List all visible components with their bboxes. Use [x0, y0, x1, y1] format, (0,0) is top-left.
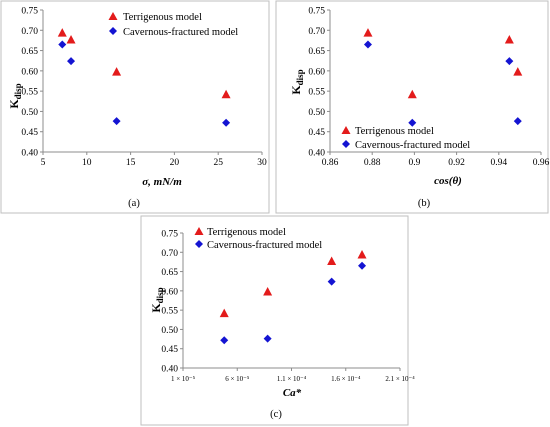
panel-a-legend: Terrigenous model Cavernous-fractured mo…: [108, 12, 238, 38]
panel-a-xlabel: σ, mN/m: [142, 176, 182, 188]
panel-a-x-tick-label: 20: [170, 158, 180, 168]
panel-c-x-tick-label: 1 × 10⁻⁵: [171, 375, 196, 383]
panel-a-point-terrigenous: [221, 89, 231, 99]
panel-a-legend-marker-cavernous: [109, 27, 117, 35]
panel-b-x-tick-label: 0.92: [448, 158, 465, 168]
panel-a-legend-label-cavernous: Cavernous-fractured model: [123, 27, 238, 38]
panel-c-point-cavernous: [263, 334, 272, 343]
panel-c-point-terrigenous: [357, 249, 367, 259]
panel-c-frame: [140, 215, 409, 426]
panel-a-point-cavernous: [222, 118, 231, 127]
panel-b-x-tick-label: 0.9: [408, 158, 420, 168]
panel-a-y-tick-label: 0.60: [21, 67, 38, 77]
panel-c-y-tick-label: 0.40: [161, 365, 178, 375]
panel-a-point-cavernous: [58, 40, 67, 49]
panel-a-legend-label-terrigenous: Terrigenous model: [123, 12, 202, 23]
panel-b-ylabel: Kdisp: [289, 69, 305, 94]
panel-a-x-tick-label: 10: [82, 158, 92, 168]
panel-b-legend-marker-cavernous: [342, 140, 350, 148]
panel-b-x-tick-label: 0.88: [364, 158, 381, 168]
panel-c-y-tick-label: 0.55: [161, 307, 178, 317]
panel-a-y-tick-label: 0.50: [21, 108, 38, 118]
chart-panel-a: 0.40 0.45 0.50 0.55 0.60 0.65 0.70 0.75 5 10 15 20 2…: [0, 0, 270, 214]
panel-b-point-cavernous: [363, 40, 372, 49]
panel-c-legend-label-cavernous: Cavernous-fractured model: [207, 240, 322, 251]
panel-c-y-tick-label: 0.60: [161, 287, 178, 297]
panel-b-y-tick-label: 0.60: [308, 67, 325, 77]
panel-b-point-cavernous: [513, 117, 522, 126]
panel-b-point-cavernous: [408, 118, 417, 127]
panel-b-frame: [275, 0, 549, 214]
panel-b-legend-label-terrigenous: Terrigenous model: [355, 126, 434, 137]
panel-b-y-tick-label: 0.55: [308, 88, 325, 98]
panel-a-y-tick-label: 0.65: [21, 47, 38, 57]
panel-c-x-tick-label: 2.1 × 10⁻⁴: [385, 375, 415, 383]
panel-b-x-tick-label: 0.94: [490, 158, 507, 168]
panel-a-point-terrigenous: [57, 28, 67, 37]
panel-b-legend-label-cavernous: Cavernous-fractured model: [355, 140, 470, 151]
panel-b-point-cavernous: [505, 57, 514, 66]
panel-b-label: (b): [418, 198, 431, 209]
panel-c-x-tick-label: 6 × 10⁻⁵: [225, 375, 250, 383]
panel-a-frame: [0, 0, 270, 214]
chart-panel-b: 0.40 0.45 0.50 0.55 0.60 0.65 0.70 0.75 0.86 0.88…: [275, 0, 550, 214]
panel-c-xlabel: Ca*: [283, 387, 302, 399]
panel-a-plot-area: 0.40 0.45 0.50 0.55 0.60 0.65 0.70 0.75 5 10 15 20 2…: [21, 7, 267, 169]
panel-b-point-terrigenous: [504, 35, 514, 44]
panel-c-y-tick-label: 0.50: [161, 326, 178, 336]
panel-a-ylabel: Kdisp: [7, 83, 23, 108]
panel-b-y-tick-label: 0.50: [308, 108, 325, 118]
panel-a-point-cavernous: [112, 117, 121, 126]
panel-c-point-terrigenous: [327, 256, 337, 266]
panel-b-x-tick-label: 0.86: [322, 158, 339, 168]
chart-panel-c: 0.40 0.45 0.50 0.55 0.60 0.65 0.70 0.75 1 × 10⁻⁵…: [140, 215, 415, 426]
panel-b-legend: Terrigenous model Cavernous-fractured mo…: [341, 126, 470, 151]
panel-c-legend-label-terrigenous: Terrigenous model: [207, 227, 286, 238]
panel-c-legend-marker-cavernous: [195, 240, 203, 248]
panel-c-legend: Terrigenous model Cavernous-fractured mo…: [194, 227, 322, 251]
panel-a-y-tick-label: 0.75: [21, 7, 38, 17]
panel-c-point-terrigenous: [263, 287, 273, 296]
panel-c-point-terrigenous: [219, 308, 229, 318]
panel-b-point-terrigenous: [513, 67, 523, 76]
panel-a-point-terrigenous: [66, 35, 76, 44]
panel-a-y-tick-label: 0.55: [21, 88, 38, 98]
panel-c-point-cavernous: [358, 261, 367, 270]
panel-a-y-tick-label: 0.70: [21, 27, 38, 37]
panel-a-label: (a): [128, 198, 140, 209]
panel-c-x-tick-label: 1.6 × 10⁻⁴: [331, 375, 361, 383]
panel-c-point-cavernous: [327, 277, 336, 286]
panel-c-y-tick-label: 0.70: [161, 249, 178, 259]
panel-c-plot-area: 0.40 0.45 0.50 0.55 0.60 0.65 0.70 0.75 1 × 10⁻⁵…: [161, 230, 415, 384]
panel-c-legend-marker-terrigenous: [194, 227, 204, 235]
panel-b-y-tick-label: 0.70: [308, 27, 325, 37]
panel-b-plot-area: 0.40 0.45 0.50 0.55 0.60 0.65 0.70 0.75 0.86 0.88…: [308, 7, 549, 169]
panel-c-y-tick-label: 0.65: [161, 268, 178, 278]
panel-a-point-cavernous: [67, 57, 76, 66]
panel-b-x-tick-label: 0.96: [533, 158, 550, 168]
panel-b-y-tick-label: 0.75: [308, 7, 325, 17]
panel-a-x-tick-label: 30: [257, 158, 267, 168]
panel-b-xlabel: cos(θ): [434, 175, 462, 187]
panel-b-y-tick-label: 0.40: [308, 149, 325, 159]
panel-b-y-tick-label: 0.65: [308, 47, 325, 57]
panel-c-x-tick-label: 1.1 × 10⁻⁴: [277, 375, 307, 383]
panel-a-legend-marker-terrigenous: [108, 12, 118, 20]
panel-a-y-tick-label: 0.45: [21, 128, 38, 138]
panel-c-label: (c): [270, 409, 282, 420]
panel-c-y-tick-label: 0.75: [161, 230, 178, 240]
panel-a-x-tick-label: 15: [126, 158, 136, 168]
panel-b-y-tick-label: 0.45: [308, 128, 325, 138]
panel-c-point-cavernous: [220, 336, 229, 345]
panel-b-legend-marker-terrigenous: [341, 126, 351, 134]
panel-c-y-tick-label: 0.45: [161, 345, 178, 355]
panel-a-y-tick-label: 0.40: [21, 149, 38, 159]
panel-c-ylabel: Kdisp: [149, 287, 165, 312]
panel-b-point-terrigenous: [363, 28, 373, 37]
panel-a-point-terrigenous: [112, 67, 122, 76]
panel-a-x-tick-label: 25: [213, 158, 223, 168]
panel-a-x-tick-label: 5: [41, 158, 46, 168]
panel-b-point-terrigenous: [407, 89, 417, 99]
